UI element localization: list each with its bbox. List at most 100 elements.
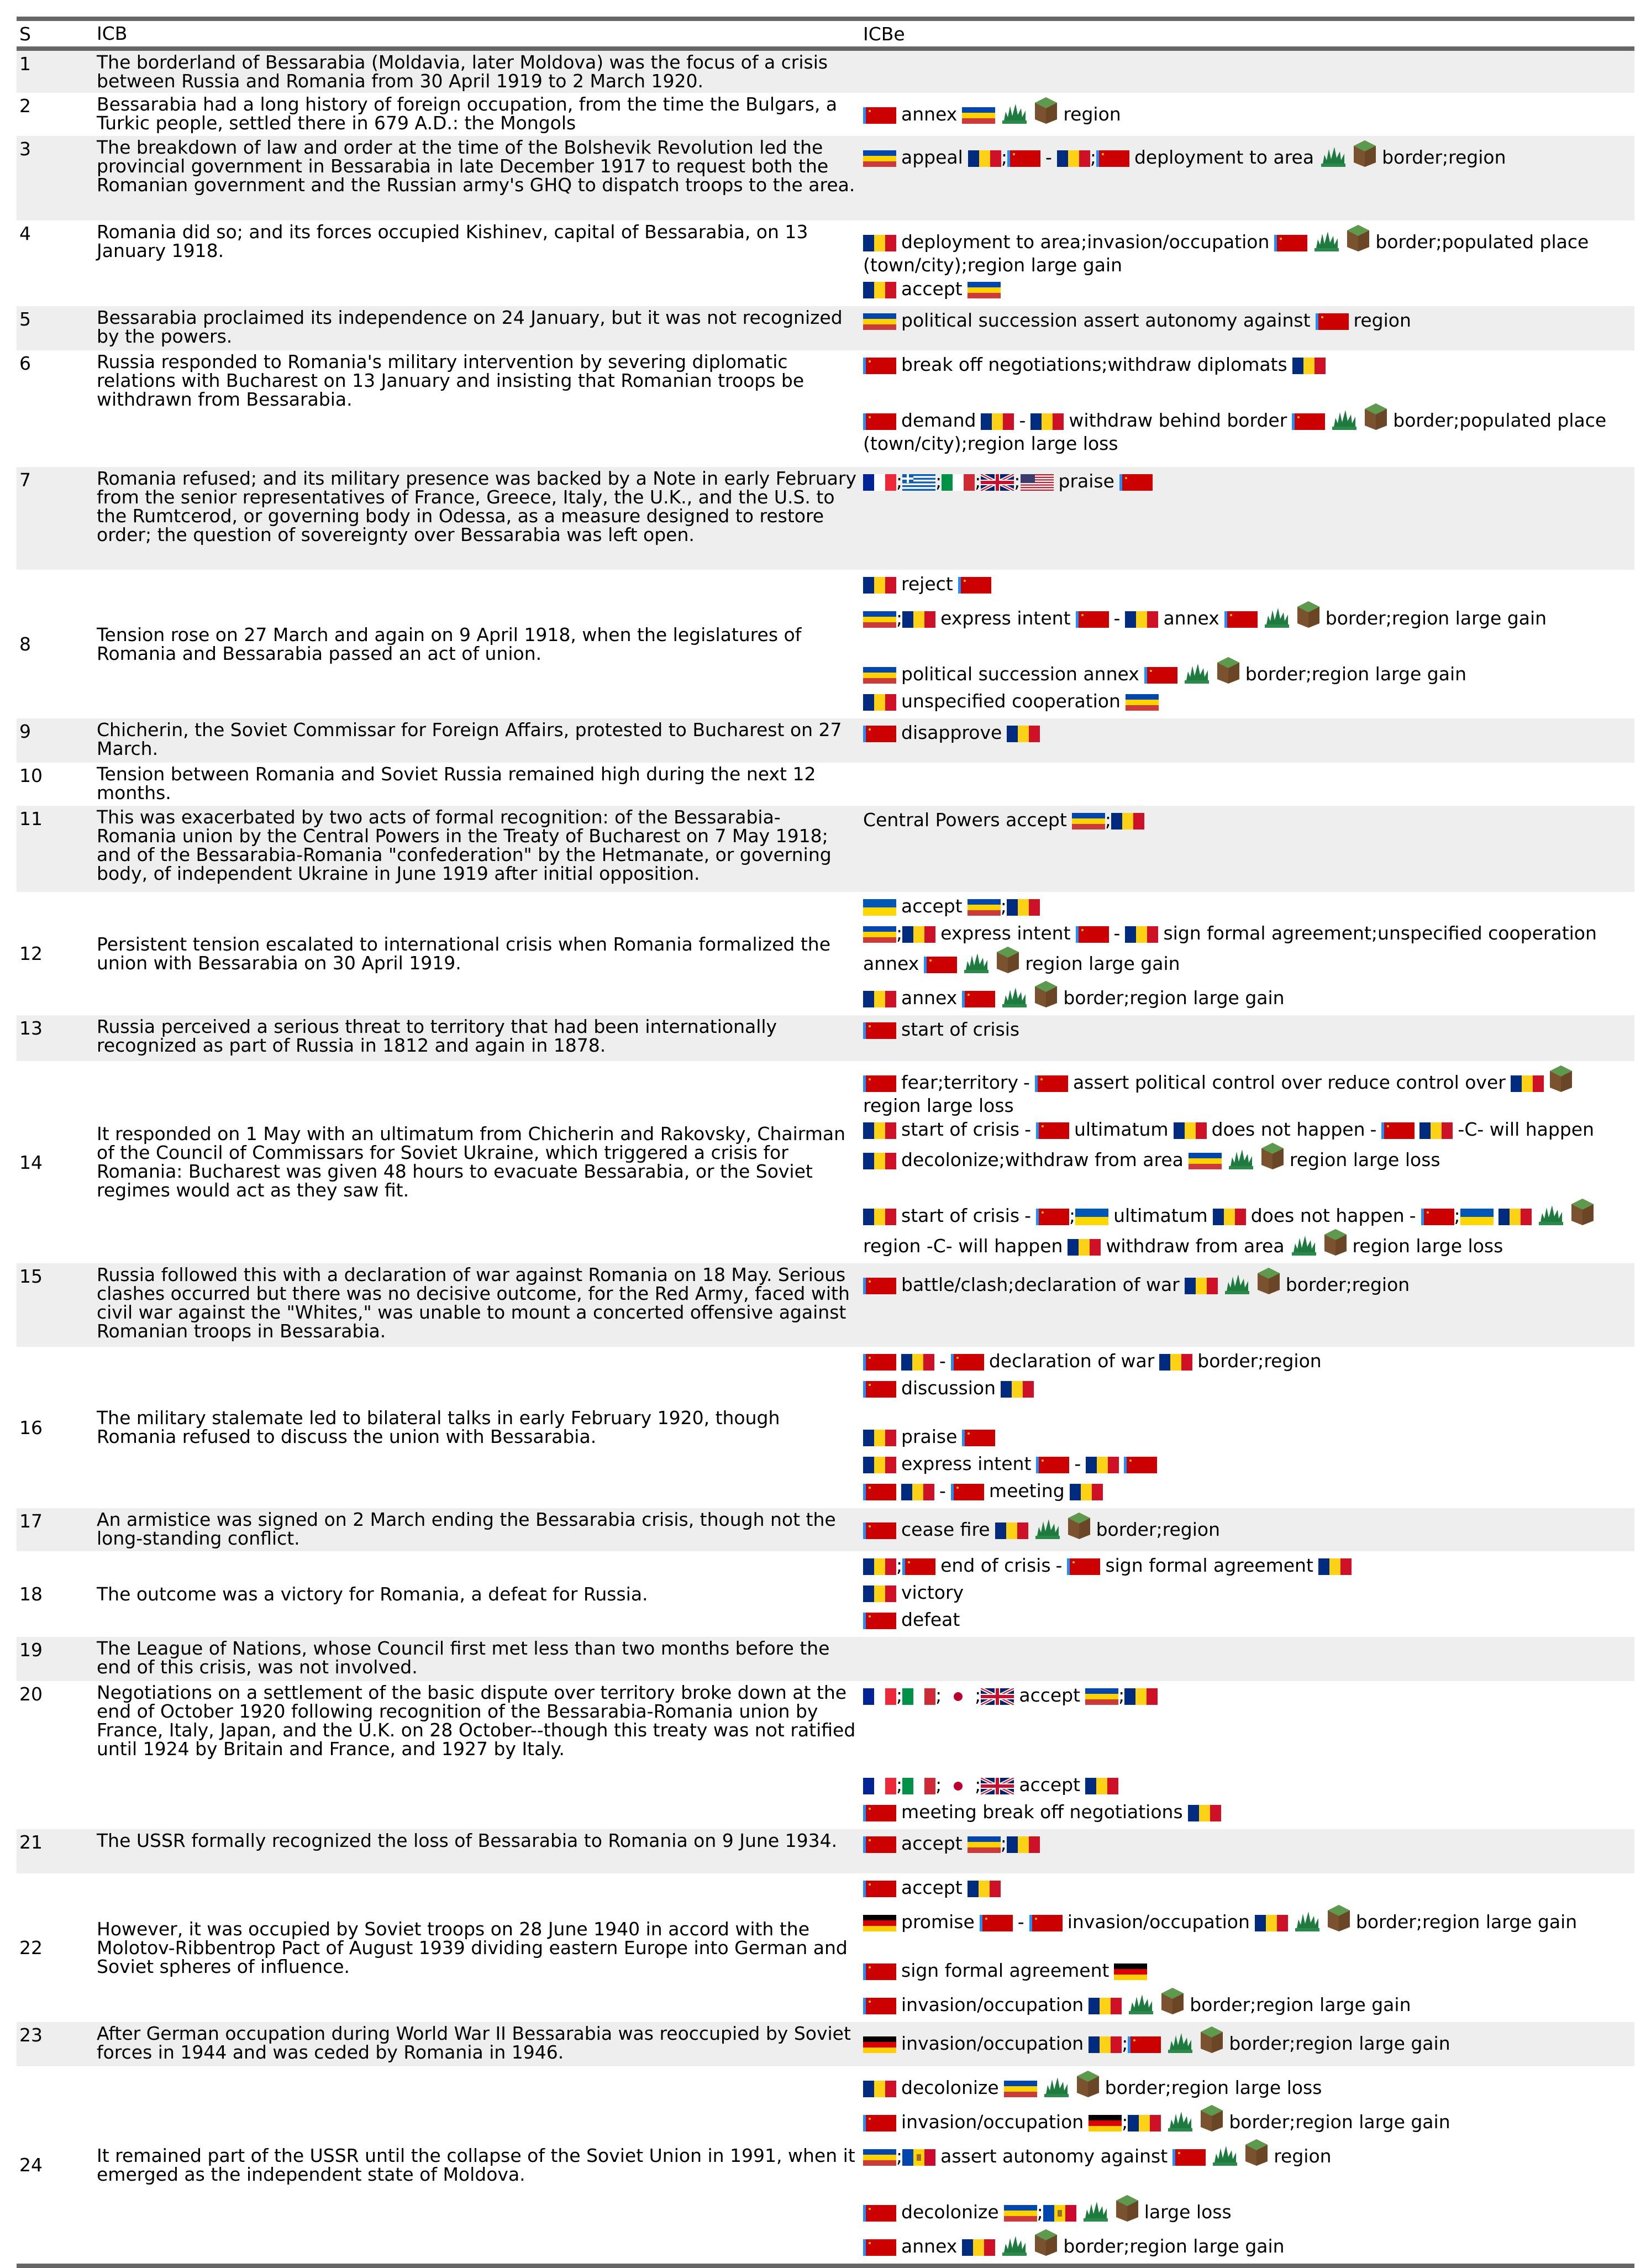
moldavian-republic-flag-icon bbox=[863, 2149, 896, 2170]
germany-flag-icon bbox=[1089, 2115, 1122, 2135]
event-text: invasion/occupation bbox=[901, 2111, 1084, 2133]
table-row: 14 It responded on 1 May with an ultimatu… bbox=[17, 1061, 1634, 1263]
event-text: region large loss bbox=[1352, 1235, 1503, 1257]
romania-flag-icon bbox=[863, 1122, 896, 1143]
top-rule bbox=[17, 17, 1634, 21]
separator: ; bbox=[896, 2145, 903, 2167]
separator: ; bbox=[1069, 1205, 1076, 1226]
event-text: region large loss bbox=[1289, 1149, 1440, 1170]
terrain-tree-icon bbox=[1000, 985, 1029, 1011]
icbe-event: decolonize; large loss bbox=[863, 2195, 1634, 2225]
table-row: 20 Negotiations on a settlement of the ba… bbox=[17, 1681, 1634, 1829]
icbe-event: - declaration of war border;region bbox=[863, 1351, 1634, 1374]
event-text: express intent bbox=[940, 607, 1071, 629]
russian-sfsr-flag-icon bbox=[1124, 1457, 1158, 1477]
dash: - bbox=[1113, 607, 1121, 629]
russian-sfsr-flag-icon bbox=[1096, 150, 1129, 171]
event-text: border;region large gain bbox=[1063, 2235, 1285, 2257]
row-number: 24 bbox=[19, 2154, 43, 2176]
icbe-event: start of crisis bbox=[863, 1020, 1634, 1043]
terrain-tree-icon bbox=[1319, 145, 1348, 171]
icb-icbe-table: S ICB ICBe 1 The borderland of Bessarabia… bbox=[17, 17, 1634, 2268]
icbe-events: break off negotiations;withdraw diplomat… bbox=[863, 350, 1634, 458]
event-text: border;populated place (town/city);regio… bbox=[863, 231, 1589, 276]
event-text: appeal bbox=[901, 146, 963, 168]
romania-flag-icon bbox=[1159, 1354, 1193, 1374]
table-row: 4 Romania did so; and its forces occupied… bbox=[17, 221, 1634, 306]
russian-sfsr-flag-icon bbox=[863, 2239, 896, 2260]
event-text: region bbox=[1274, 2145, 1332, 2167]
event-text: invasion/occupation bbox=[901, 1994, 1084, 2015]
dash: - bbox=[939, 1480, 946, 1502]
event-text: assert autonomy against bbox=[940, 2145, 1168, 2167]
event-text: praise bbox=[1058, 470, 1114, 492]
event-text: praise bbox=[901, 1426, 958, 1447]
table-body: 1 The borderland of Bessarabia (Moldavia,… bbox=[17, 51, 1634, 2264]
event-text: political succession assert autonomy aga… bbox=[901, 309, 1311, 331]
separator: ; bbox=[896, 470, 903, 492]
terrain-tree-icon bbox=[1081, 2199, 1110, 2225]
icbe-events: appeal; -; deployment to area border;region bbox=[863, 136, 1634, 175]
icb-sentence: Tension rose on 27 March and again on 9 … bbox=[97, 623, 802, 664]
terrain-tree-icon bbox=[1312, 229, 1341, 255]
region-cube-icon bbox=[1549, 1065, 1573, 1096]
icb-sentence: After German occupation during World War… bbox=[97, 2023, 851, 2063]
icbe-event: praise bbox=[863, 1427, 1634, 1450]
moldavian-republic-flag-icon bbox=[863, 667, 896, 687]
russian-sfsr-flag-icon bbox=[1292, 413, 1326, 434]
dash: - bbox=[939, 1350, 946, 1372]
event-text: -C- will happen bbox=[1458, 1119, 1594, 1140]
russian-sfsr-flag-icon bbox=[1036, 1122, 1070, 1143]
separator: ; bbox=[1122, 2111, 1128, 2133]
event-text: border;region bbox=[1285, 1274, 1410, 1295]
russian-sfsr-flag-icon bbox=[1036, 1209, 1070, 1229]
moldavian-republic-flag-icon bbox=[863, 313, 896, 334]
event-text: does not happen bbox=[1250, 1205, 1405, 1226]
romania-flag-icon bbox=[863, 1209, 896, 1229]
region-cube-icon bbox=[1353, 140, 1377, 171]
event-text: sign formal agreement bbox=[901, 1960, 1110, 1981]
greece-flag-icon bbox=[902, 474, 936, 495]
row-number: 10 bbox=[19, 765, 43, 786]
icbe-events: political succession assert autonomy aga… bbox=[863, 306, 1634, 338]
russian-sfsr-flag-icon bbox=[863, 413, 896, 434]
row-number: 12 bbox=[19, 943, 43, 964]
icbe-event: political succession annex border;region … bbox=[863, 657, 1634, 687]
romania-flag-icon bbox=[863, 1457, 896, 1477]
icbe-events: ;;; accept;;;; accept meeting break off neg… bbox=[863, 1681, 1634, 1829]
separator: ; bbox=[1090, 146, 1096, 168]
event-text: region -C- will happen bbox=[863, 1235, 1063, 1257]
russian-sfsr-flag-icon bbox=[863, 1836, 896, 1857]
row-number: 3 bbox=[19, 138, 31, 160]
row-number: 11 bbox=[19, 808, 43, 830]
table-row: 7 Romania refused; and its military prese… bbox=[17, 467, 1634, 570]
header-icb: ICB bbox=[97, 23, 128, 44]
table-row: 1 The borderland of Bessarabia (Moldavia,… bbox=[17, 51, 1634, 93]
romania-flag-icon bbox=[902, 926, 936, 947]
icb-sentence: The USSR formally recognized the loss of… bbox=[97, 1830, 838, 1851]
icb-sentence: Romania did so; and its forces occupied … bbox=[97, 221, 808, 261]
germany-flag-icon bbox=[1114, 1964, 1148, 1984]
russian-sfsr-flag-icon bbox=[1029, 1915, 1063, 1935]
region-cube-icon bbox=[1200, 2105, 1224, 2135]
row-number: 23 bbox=[19, 2024, 43, 2046]
terrain-tree-icon bbox=[1227, 1147, 1255, 1173]
icbe-event: unspecified cooperation bbox=[863, 691, 1634, 715]
russian-sfsr-flag-icon bbox=[1119, 474, 1153, 495]
icbe-events: disapprove bbox=[863, 718, 1634, 750]
row-number: 9 bbox=[19, 721, 31, 742]
event-text: border;region bbox=[1197, 1350, 1322, 1372]
icbe-event: deployment to area;invasion/occupation bo… bbox=[863, 225, 1634, 275]
event-text: deployment to area;invasion/occupation bbox=[901, 231, 1270, 253]
table-row: 15 Russia followed this with a declaratio… bbox=[17, 1263, 1634, 1347]
russian-sfsr-flag-icon bbox=[863, 1523, 896, 1543]
icbe-events: Central Powers accept; bbox=[863, 806, 1634, 837]
moldavian-republic-flag-icon bbox=[967, 282, 1001, 302]
region-cube-icon bbox=[996, 947, 1020, 977]
moldavian-republic-flag-icon bbox=[962, 107, 996, 128]
icbe-event: disapprove bbox=[863, 723, 1634, 746]
icbe-events: accept promise - invasion/occupation border;… bbox=[863, 1873, 1634, 2022]
icbe-events bbox=[863, 51, 1634, 53]
table-row: 18 The outcome was a victory for Romania,… bbox=[17, 1551, 1634, 1637]
event-text: accept bbox=[901, 1877, 963, 1898]
